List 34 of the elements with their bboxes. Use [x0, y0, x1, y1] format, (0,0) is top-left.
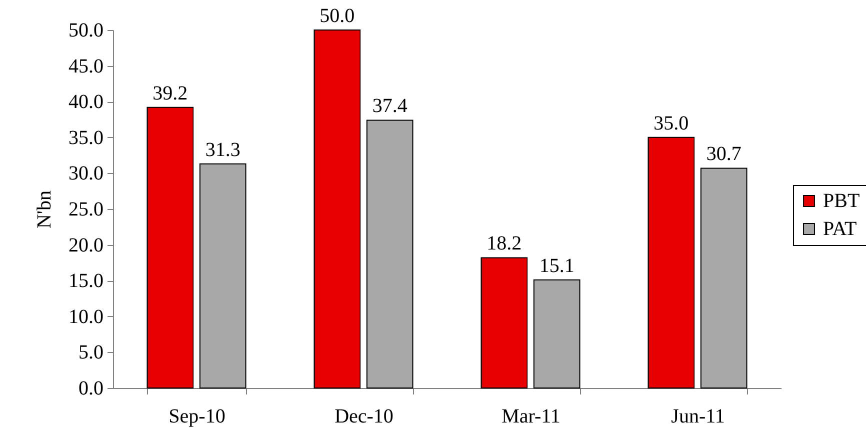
- bar: [199, 163, 246, 388]
- y-tick-label: 10.0: [68, 306, 104, 328]
- legend-label: PAT: [823, 218, 857, 240]
- data-label: 31.3: [205, 138, 240, 161]
- y-tick-label: 25.0: [68, 198, 104, 220]
- y-tick-label: 30.0: [68, 162, 104, 185]
- bar: [648, 136, 695, 388]
- data-label: 18.2: [486, 232, 522, 255]
- legend-label: PBT: [823, 190, 860, 212]
- y-tick-label: 40.0: [68, 91, 104, 114]
- y-tick-label: 50.0: [68, 20, 104, 42]
- x-tick-label: Dec-10: [334, 406, 394, 428]
- x-tick-label: Jun-11: [671, 406, 725, 428]
- y-tick-label: 0.0: [78, 378, 104, 400]
- data-label: 50.0: [320, 5, 355, 27]
- y-tick-label: 45.0: [68, 55, 104, 78]
- x-tick-label: Sep-10: [168, 406, 226, 428]
- x-tick-label: Mar-11: [502, 406, 560, 428]
- data-label: 35.0: [654, 112, 689, 134]
- data-label: 15.1: [539, 254, 574, 277]
- bar: [146, 106, 194, 388]
- bar: [480, 257, 528, 388]
- bar: [533, 279, 580, 388]
- y-tick-label: 35.0: [68, 126, 104, 149]
- bar: [366, 120, 414, 388]
- data-label: 39.2: [152, 82, 188, 104]
- bar: [314, 30, 361, 388]
- y-tick-label: 5.0: [78, 342, 104, 364]
- data-label: 30.7: [706, 143, 742, 166]
- y-axis-title: N'bn: [34, 190, 56, 229]
- y-tick-label: 15.0: [68, 270, 104, 292]
- y-tick-label: 20.0: [68, 234, 104, 256]
- bar: [700, 168, 748, 388]
- data-label: 37.4: [372, 95, 408, 118]
